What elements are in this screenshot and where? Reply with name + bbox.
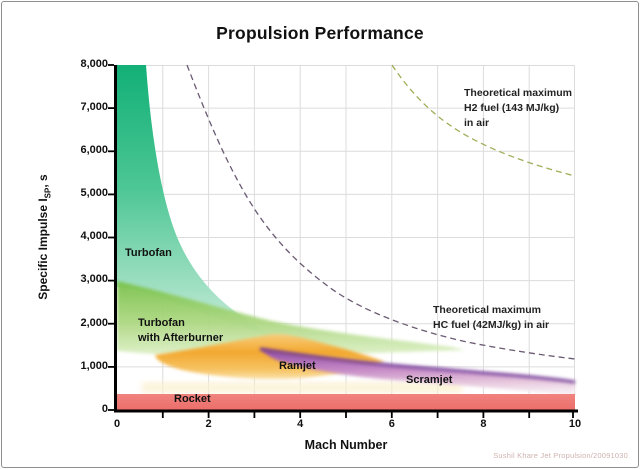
x-tick-label-6: 6 — [388, 418, 395, 430]
y-tick-label-7000: 7,000 — [80, 101, 108, 113]
axes — [108, 64, 578, 418]
hc-annotation-line1: Theoretical maximum — [433, 304, 541, 316]
y-tick-label-4000: 4,000 — [80, 230, 108, 242]
watermark: Sushil Khare Jet Propulsion/20091030 — [493, 451, 628, 460]
hc-annotation-line2: HC fuel (42MJ/kg) in air — [433, 319, 550, 331]
x-axis-title: Mach Number — [304, 438, 388, 452]
h2-max-curve — [391, 64, 576, 177]
rocket-label: Rocket — [174, 393, 211, 405]
turbofan-region — [117, 65, 270, 336]
y-tick-label-1000: 1,000 — [80, 360, 108, 372]
afterburner-label: Turbofan with Afterburner — [138, 316, 223, 346]
chart-title: Propulsion Performance — [216, 23, 424, 43]
h2-annotation-line1: Theoretical maximum — [464, 87, 572, 99]
afterburner-label-line2: with Afterburner — [138, 332, 224, 344]
ramjet-label: Ramjet — [279, 360, 316, 372]
y-tick-label-0: 0 — [101, 403, 108, 415]
x-tick-label-10: 10 — [568, 418, 582, 430]
afterburner-label-line1: Turbofan — [138, 317, 185, 329]
h2-annotation-line2: H2 fuel (143 MJ/kg) — [464, 102, 560, 114]
x-tick-label-8: 8 — [480, 418, 487, 430]
hc-max-curve — [186, 64, 576, 360]
x-tick-label-2: 2 — [205, 418, 212, 430]
afterburner-region — [117, 281, 465, 358]
y-axis-title-sub: SP — [43, 187, 53, 199]
scramjet-label: Scramjet — [406, 374, 453, 386]
y-tick-label-2000: 2,000 — [80, 317, 108, 329]
rocket-region — [117, 394, 575, 410]
ramjet-pale-band — [142, 382, 462, 393]
y-tick-label-6000: 6,000 — [80, 144, 108, 156]
scramjet-top-edge — [259, 347, 576, 384]
y-axis-title-main: Specific Impulse I — [36, 198, 50, 300]
y-axis-title: Specific Impulse ISP, s — [36, 142, 52, 332]
y-tick-label-3000: 3,000 — [80, 273, 108, 285]
axis-ticks — [108, 64, 574, 418]
y-tick-label-5000: 5,000 — [80, 187, 108, 199]
h2-annotation-line3: in air — [464, 117, 490, 129]
turbofan-label: Turbofan — [125, 247, 172, 259]
h2-annotation: Theoretical maximum H2 fuel (143 MJ/kg) … — [464, 86, 572, 131]
plot-area — [108, 64, 578, 418]
plot-svg — [108, 64, 578, 418]
y-axis-title-suffix: , s — [36, 174, 50, 188]
x-tick-label-0: 0 — [113, 418, 121, 430]
y-tick-label-8000: 8,000 — [80, 58, 108, 70]
x-tick-label-4: 4 — [297, 418, 304, 430]
hc-annotation: Theoretical maximum HC fuel (42MJ/kg) in… — [433, 303, 549, 333]
